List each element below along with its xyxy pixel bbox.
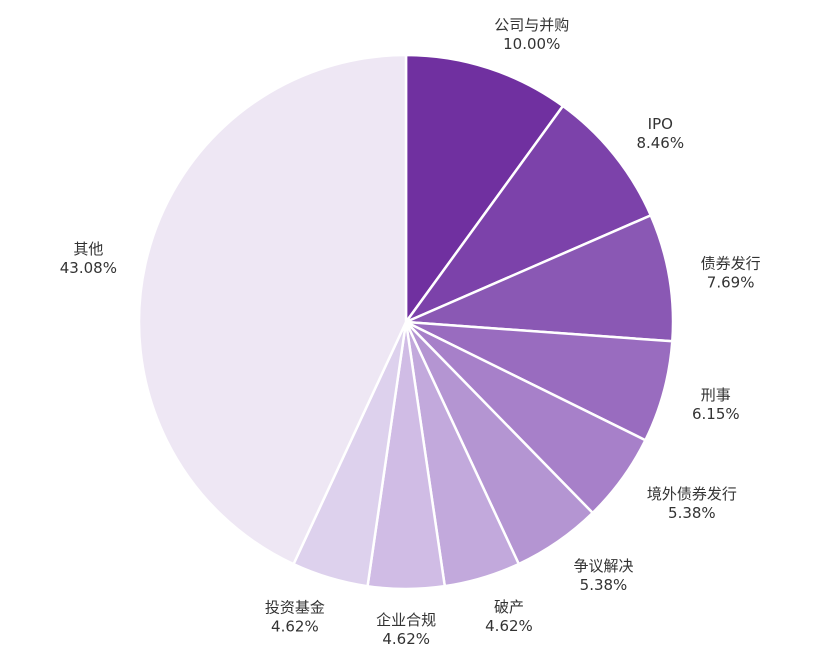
slice-label-name: 公司与并购 <box>494 16 569 34</box>
slice-label-name: 其他 <box>73 240 103 258</box>
pie-slice-9 <box>137 53 408 566</box>
slice-label-value: 4.62% <box>271 617 319 635</box>
slice-label-name: 刑事 <box>701 386 731 404</box>
pie-slice-1 <box>404 104 653 324</box>
slice-label-0: 公司与并购 10.00% <box>494 16 569 53</box>
pie-slice-2 <box>404 214 675 343</box>
slice-label-8: 投资基金 4.62% <box>265 598 325 635</box>
slice-label-1: IPO 8.46% <box>636 115 684 152</box>
slice-label-value: 43.08% <box>60 259 117 277</box>
slice-label-value: 4.62% <box>485 617 533 635</box>
slice-label-5: 争议解决 5.38% <box>573 557 633 594</box>
pie-slice-0 <box>404 53 565 324</box>
slice-label-3: 刑事 6.15% <box>692 386 740 423</box>
slice-label-value: 5.38% <box>668 504 716 522</box>
slice-label-value: 4.62% <box>382 630 430 647</box>
slice-label-value: 5.38% <box>580 576 628 594</box>
slice-label-value: 8.46% <box>636 134 684 152</box>
pie-slices <box>137 53 675 591</box>
slice-label-name: 企业合规 <box>376 611 436 629</box>
slice-label-9: 其他 43.08% <box>60 240 117 277</box>
slice-label-value: 6.15% <box>692 405 740 423</box>
slice-label-name: 债券发行 <box>701 255 761 273</box>
slice-label-2: 债券发行 7.69% <box>701 255 761 292</box>
slice-label-value: 7.69% <box>707 274 755 292</box>
slice-label-7: 企业合规 4.62% <box>376 611 436 647</box>
slice-label-name: 破产 <box>494 598 524 616</box>
slice-label-name: 争议解决 <box>573 557 633 575</box>
slice-label-4: 境外债券发行 5.38% <box>647 485 737 522</box>
slice-label-name: 投资基金 <box>265 598 325 616</box>
pie-labels: 公司与并购 10.00% IPO 8.46% 债券发行 7.69% 刑事 6.15% 境外债券发… <box>60 16 761 647</box>
slice-label-name: IPO <box>648 115 673 133</box>
slice-label-value: 10.00% <box>503 35 560 53</box>
slice-label-6: 破产 4.62% <box>485 598 533 635</box>
slice-label-name: 境外债券发行 <box>647 485 737 503</box>
